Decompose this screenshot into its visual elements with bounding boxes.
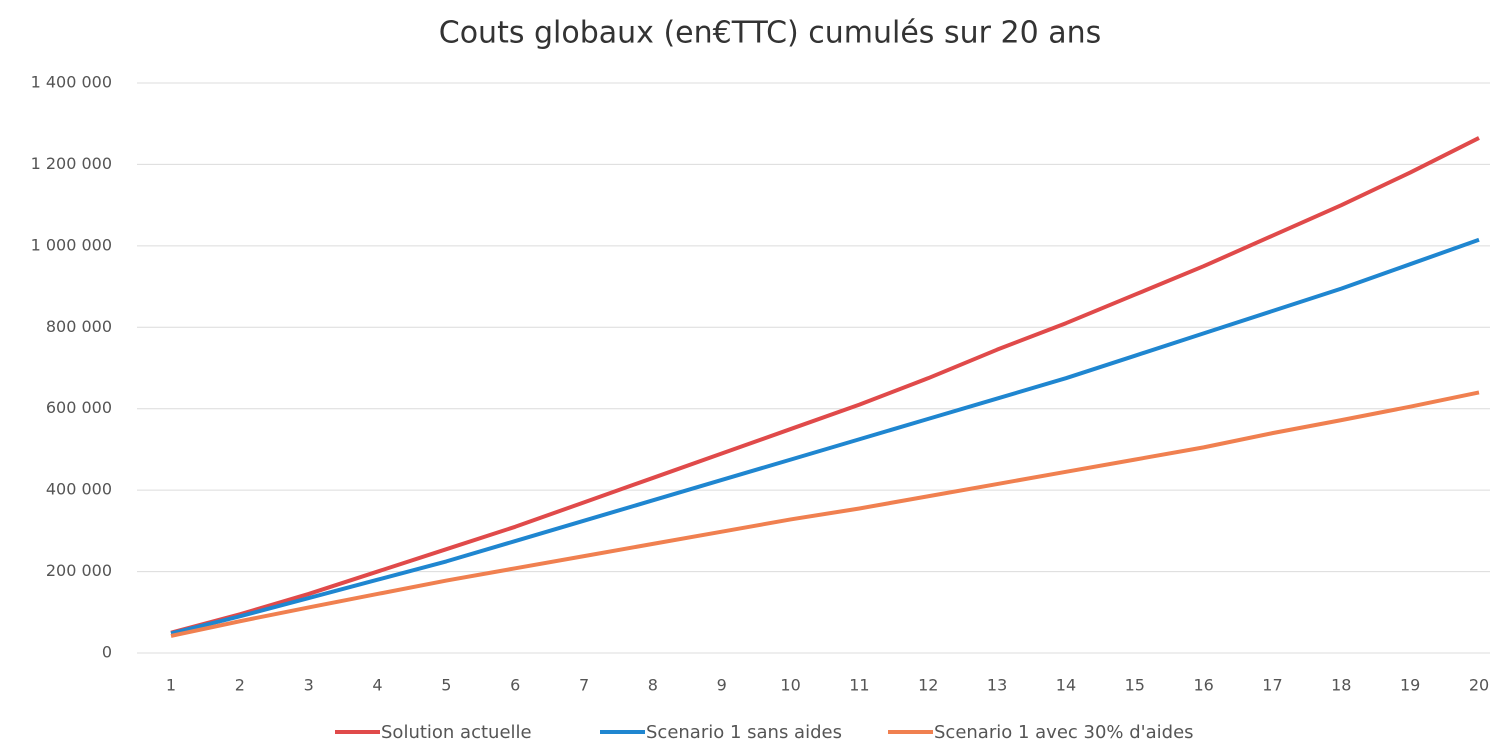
y-tick-label: 200 000 bbox=[46, 561, 112, 580]
chart-title: Couts globaux (en€TTC) cumulés sur 20 an… bbox=[439, 16, 1101, 51]
y-tick-label: 600 000 bbox=[46, 398, 112, 417]
y-tick-label: 400 000 bbox=[46, 480, 112, 499]
y-tick-label: 1 400 000 bbox=[31, 73, 112, 92]
x-tick-label: 19 bbox=[1400, 676, 1420, 695]
x-tick-label: 2 bbox=[235, 676, 245, 695]
x-tick-label: 10 bbox=[780, 676, 800, 695]
x-tick-label: 13 bbox=[987, 676, 1007, 695]
series-line bbox=[170, 136, 1480, 635]
x-tick-label: 16 bbox=[1193, 676, 1213, 695]
x-tick-label: 17 bbox=[1262, 676, 1282, 695]
x-tick-label: 7 bbox=[579, 676, 589, 695]
x-tick-label: 8 bbox=[648, 676, 658, 695]
x-tick-label: 15 bbox=[1125, 676, 1145, 695]
y-tick-label: 1 200 000 bbox=[31, 154, 112, 173]
x-tick-label: 18 bbox=[1331, 676, 1351, 695]
y-tick-label: 800 000 bbox=[46, 317, 112, 336]
series-line bbox=[170, 390, 1480, 638]
x-tick-label: 6 bbox=[510, 676, 520, 695]
series-line bbox=[170, 237, 1480, 636]
x-tick-label: 5 bbox=[441, 676, 451, 695]
y-tick-label: 1 000 000 bbox=[31, 235, 112, 254]
x-tick-label: 14 bbox=[1056, 676, 1076, 695]
x-tick-label: 20 bbox=[1469, 676, 1489, 695]
y-tick-label: 0 bbox=[102, 643, 112, 662]
legend-label: Scenario 1 avec 30% d'aides bbox=[934, 722, 1194, 743]
x-tick-label: 12 bbox=[918, 676, 938, 695]
legend-label: Scenario 1 sans aides bbox=[646, 722, 842, 743]
x-tick-label: 4 bbox=[372, 676, 382, 695]
x-tick-label: 3 bbox=[304, 676, 314, 695]
x-tick-label: 1 bbox=[166, 676, 176, 695]
x-tick-label: 11 bbox=[849, 676, 869, 695]
legend-label: Solution actuelle bbox=[381, 722, 532, 743]
x-tick-label: 9 bbox=[717, 676, 727, 695]
